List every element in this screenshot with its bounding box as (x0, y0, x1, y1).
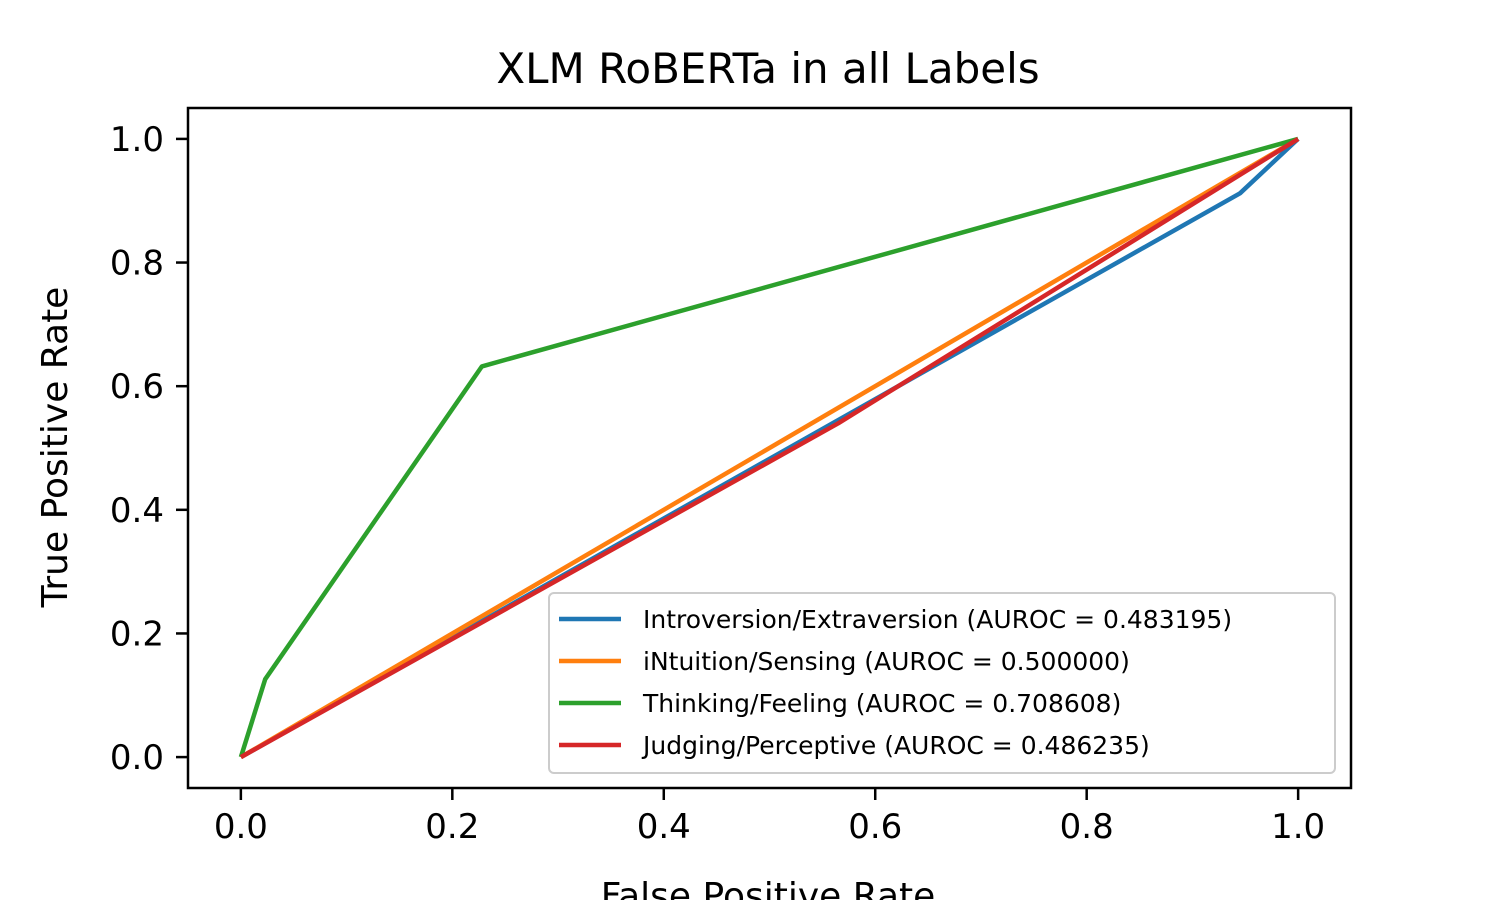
x-tick-label: 0.6 (848, 807, 902, 847)
y-tick-label: 0.2 (110, 614, 164, 654)
series-line-2 (239, 136, 1300, 760)
plot-area: 0.0 0.2 0.4 0.6 0.8 1.0 0.0 0.2 0.4 0.6 0.8 1.0 Intr… (110, 106, 1353, 847)
y-tick-label: 0.6 (110, 367, 164, 407)
legend-label-1: Introversion/Extraversion (AUROC = 0.483… (643, 605, 1232, 634)
x-axis-label: False Positive Rate (601, 876, 936, 900)
x-tick-label: 0.4 (637, 807, 691, 847)
y-tick-label: 0.8 (110, 244, 164, 284)
x-tick-label: 0.2 (425, 807, 479, 847)
legend-label-2: iNtuition/Sensing (AUROC = 0.500000) (643, 647, 1130, 676)
legend-label-3: Thinking/Feeling (AUROC = 0.708608) (642, 689, 1121, 718)
y-tick-label: 0.4 (110, 491, 164, 531)
x-tick-label: 0.8 (1060, 807, 1114, 847)
y-tick-label: 1.0 (110, 120, 164, 160)
series-line-4 (239, 136, 1300, 760)
axes-frame (186, 106, 1353, 790)
legend-label-4: Judging/Perceptive (AUROC = 0.486235) (641, 731, 1150, 760)
chart-title: XLM RoBERTa in all Labels (496, 44, 1039, 93)
x-tick-label: 0.0 (214, 807, 268, 847)
y-tick-label: 0.0 (110, 738, 164, 778)
y-axis-label: True Positive Rate (35, 287, 76, 609)
legend-box (548, 592, 1336, 774)
series-line-3 (238, 136, 1299, 758)
x-tick-label: 1.0 (1271, 807, 1325, 847)
